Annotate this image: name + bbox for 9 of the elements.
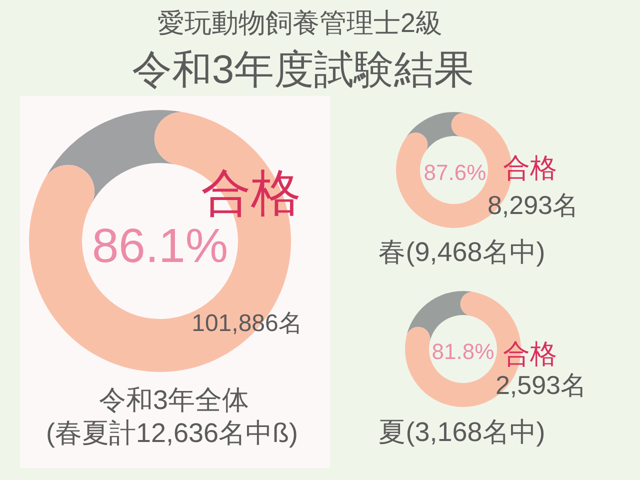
annotation: 春(9,468名中)	[378, 237, 546, 267]
annotation: 8,293名	[487, 190, 579, 220]
annotation: (春夏計12,636名中ß)	[46, 418, 298, 448]
subtitle: 愛玩動物飼養管理士2級	[157, 8, 443, 38]
annotation: 令和3年全体	[98, 385, 250, 415]
annotation: 夏(3,168名中)	[378, 417, 546, 447]
annotation: 101,886名	[192, 310, 302, 337]
title: 令和3年度試験結果	[132, 48, 474, 92]
annotation: 2,593名	[495, 370, 587, 400]
